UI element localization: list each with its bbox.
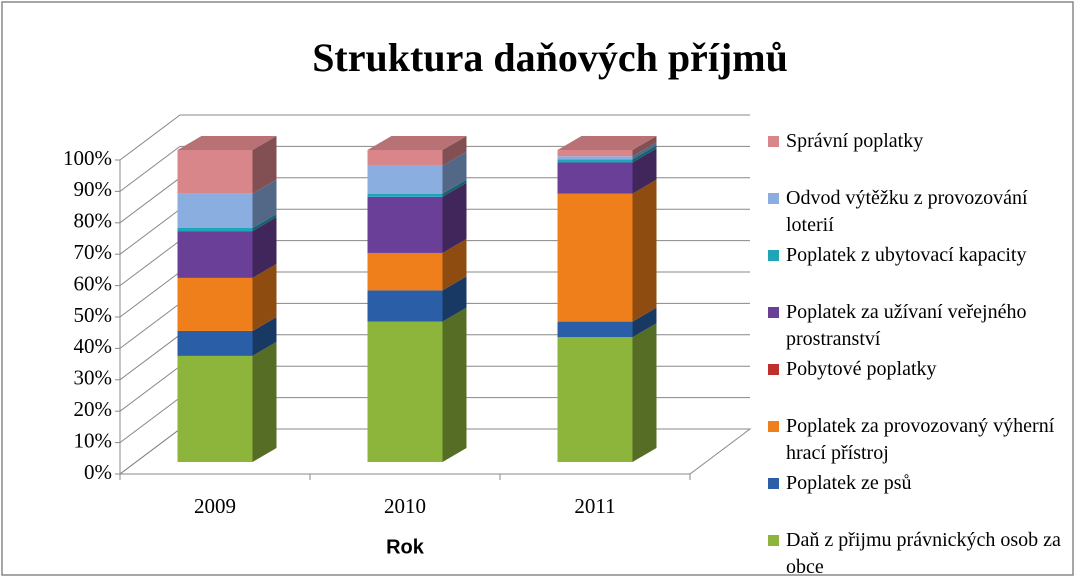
bar-segment (177, 277, 253, 331)
legend-swatch (768, 535, 779, 546)
bar-top (177, 136, 277, 150)
bar-segment (557, 193, 633, 322)
legend-label: Daň z přijmu právnických osob za obce (786, 529, 1061, 578)
bar-side (632, 307, 657, 338)
chart-title: Struktura daňových příjmů (312, 35, 788, 80)
legend-swatch (768, 136, 779, 147)
legend-swatch (768, 478, 779, 489)
bar-segment (177, 355, 253, 462)
legend-item: Správní poplatky (768, 128, 1068, 155)
legend-label: Poplatek z ubytovací kapacity (786, 244, 1027, 266)
bar-segment (557, 337, 633, 462)
bar-segment (367, 196, 443, 253)
bar-side (252, 136, 277, 194)
legend-label: Poplatek za užívaní veřejného prostranst… (786, 301, 1027, 350)
grid-line (119, 145, 750, 192)
bar-segment (177, 231, 253, 278)
bar-side (632, 148, 657, 194)
bar-side (252, 214, 277, 232)
legend-swatch (768, 193, 779, 204)
bar-side (252, 341, 277, 462)
y-tick-label: 70% (74, 240, 113, 264)
bar-side (442, 182, 467, 253)
legend-swatch (768, 421, 779, 432)
bar-segment (367, 165, 443, 194)
legend-item: Poplatek za provozovaný výherní hrací př… (768, 413, 1068, 467)
legend-label: Poplatek ze psů (786, 472, 912, 494)
legend-label: Odvod výtěžku z provozování loterií (786, 187, 1028, 236)
bar-top (367, 136, 467, 150)
legend-label: Poplatek za provozovaný výherní hrací př… (786, 415, 1055, 464)
bar-side (442, 276, 467, 322)
legend-swatch (768, 250, 779, 261)
bar-segment (557, 162, 633, 194)
bar-side (632, 142, 657, 160)
bar-segment (557, 159, 633, 163)
bar-segment (367, 150, 443, 166)
bar-side (442, 151, 467, 194)
legend-item: Poplatek ze psů (768, 470, 1068, 497)
legend-item: Poplatek za užívaní veřejného prostranst… (768, 299, 1068, 353)
legend-swatch (768, 307, 779, 318)
legend-item: Pobytové poplatky (768, 356, 1068, 383)
y-tick-label: 30% (74, 366, 113, 390)
legend-swatch (768, 364, 779, 375)
bar-top (557, 136, 657, 150)
grid-line (119, 114, 750, 161)
bar-side (442, 179, 467, 197)
bar-segment (367, 290, 443, 322)
bar-segment (177, 193, 253, 228)
bar-segment (557, 150, 633, 157)
bar-side (252, 316, 277, 356)
bar-segment (177, 150, 253, 194)
bar-side (632, 136, 657, 157)
bar-side (442, 238, 467, 291)
bar-side (442, 136, 467, 166)
y-tick-label: 60% (74, 271, 113, 295)
bar-side (632, 179, 657, 322)
y-tick-label: 50% (74, 303, 113, 327)
y-tick-label: 80% (74, 209, 113, 233)
bar-segment (557, 321, 633, 338)
x-tick-label: 2011 (574, 494, 615, 518)
y-tick-label: 20% (74, 397, 113, 421)
legend-label: Správní poplatky (786, 130, 924, 152)
bar-side (632, 323, 657, 462)
bar-segment (557, 156, 633, 160)
x-tick-label: 2010 (384, 494, 426, 518)
bar-side (252, 179, 277, 228)
x-axis-label: Rok (386, 536, 425, 558)
legend-item: Odvod výtěžku z provozování loterií (768, 185, 1068, 239)
bar-segment (367, 321, 443, 462)
bar-side (632, 145, 657, 163)
bar-segment (177, 228, 253, 232)
y-tick-label: 90% (74, 177, 113, 201)
bar-side (252, 217, 277, 278)
bar-segment (367, 193, 443, 197)
y-tick-label: 10% (74, 428, 113, 452)
legend-label: Pobytové poplatky (786, 358, 937, 380)
y-tick-label: 0% (84, 460, 112, 484)
legend-item: Poplatek z ubytovací kapacity (768, 242, 1068, 269)
x-tick-label: 2009 (194, 494, 236, 518)
bar-side (442, 307, 467, 462)
bar-segment (367, 252, 443, 291)
bar-segment (177, 330, 253, 356)
y-tick-label: 40% (74, 334, 113, 358)
legend-item: Daň z přijmu právnických osob za obce (768, 527, 1068, 578)
bar-side (252, 263, 277, 331)
y-tick-label: 100% (63, 146, 112, 170)
